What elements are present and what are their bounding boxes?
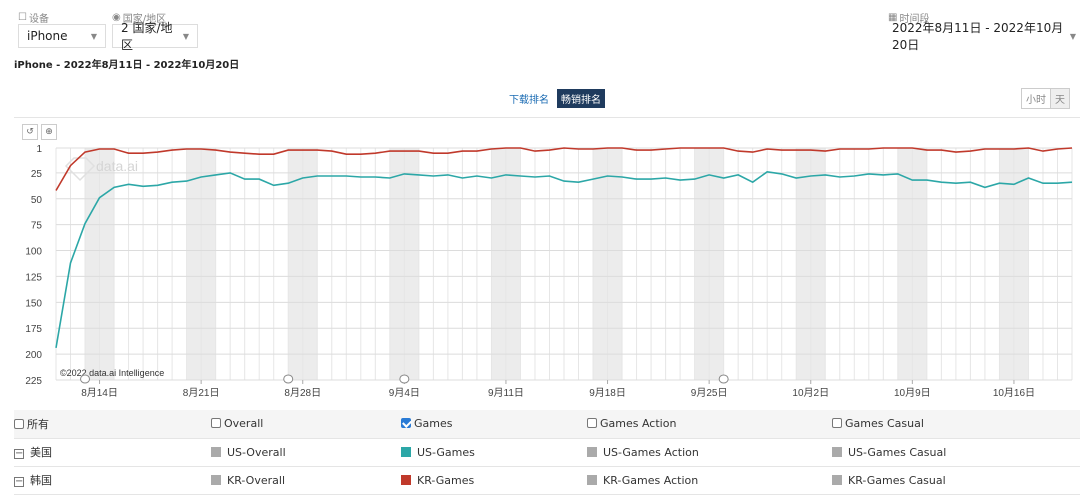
collapse-icon[interactable]: − — [14, 476, 24, 487]
device-select[interactable]: iPhone ▼ — [18, 24, 106, 48]
collapse-icon[interactable]: − — [14, 448, 24, 459]
x-tick-label: 10月9日 — [894, 387, 931, 399]
country-select[interactable]: 2 国家/地区 ▼ — [112, 21, 198, 52]
chevron-down-icon: ▼ — [90, 31, 97, 41]
chart-subtitle: iPhone - 2022年8月11日 - 2022年10月20日 — [14, 60, 240, 71]
rank-toggle: 下载排名 畅销排名 — [505, 89, 605, 108]
x-tick-label: 8月21日 — [183, 387, 220, 399]
reset-zoom-icon[interactable]: ↺ — [22, 124, 38, 140]
country-label: ◉ 国家/地区 — [112, 12, 167, 25]
y-tick-label: 125 — [25, 272, 42, 283]
y-tick-label: 50 — [31, 195, 43, 206]
period-select-value: 2022年8月11日 - 2022年10月20日 — [892, 21, 1064, 52]
y-tick-label: 200 — [25, 350, 42, 361]
divider — [14, 117, 1080, 118]
series-swatch — [832, 446, 842, 457]
zoom-icon[interactable]: ⊕ — [41, 124, 57, 140]
legend-header-row: 所有 Overall Games Games Action Games Casu… — [14, 410, 1080, 439]
globe-icon: ◉ — [112, 12, 121, 23]
legend-games-action-cell[interactable]: Games Action — [587, 410, 832, 439]
period-label: ▦ 时间段 — [888, 12, 930, 25]
chevron-down-icon: ▼ — [182, 31, 189, 41]
x-tick-label: 9月4日 — [389, 387, 420, 399]
legend-item[interactable]: US-Games Casual — [832, 438, 1080, 467]
calendar-icon: ▦ — [888, 12, 898, 23]
x-tick-label: 10月16日 — [993, 387, 1035, 399]
x-tick-label: 8月28日 — [284, 387, 321, 399]
series-legend-table: 所有 Overall Games Games Action Games Casu… — [14, 410, 1080, 495]
legend-item[interactable]: KR-Games Casual — [832, 466, 1080, 495]
legend-item[interactable]: KR-Games — [401, 466, 587, 495]
event-marker-icon — [80, 374, 91, 384]
series-line-us-games — [55, 170, 1073, 349]
legend-games-cell[interactable]: Games — [401, 410, 587, 439]
period-select[interactable]: 2022年8月11日 - 2022年10月20日 ▼ — [888, 21, 1080, 52]
legend-item[interactable]: KR-Overall — [211, 466, 401, 495]
checkbox-icon[interactable] — [587, 418, 597, 429]
legend-all-cell[interactable]: 所有 — [14, 410, 211, 439]
legend-item[interactable]: US-Games — [401, 438, 587, 467]
series-swatch — [587, 446, 597, 457]
event-marker-icon — [283, 374, 294, 384]
y-tick-label: 100 — [25, 247, 42, 258]
device-label: ☐ 设备 — [18, 12, 49, 25]
legend-item[interactable]: KR-Games Action — [587, 466, 832, 495]
x-tick-label: 8月14日 — [81, 387, 118, 399]
checkbox-icon[interactable] — [211, 418, 221, 429]
event-marker-icon — [399, 374, 410, 384]
legend-country-kr[interactable]: − 韩国 — [14, 466, 211, 495]
y-tick-label: 175 — [25, 324, 42, 335]
legend-overall-cell[interactable]: Overall — [211, 410, 401, 439]
series-swatch — [587, 474, 597, 485]
series-swatch — [401, 446, 411, 457]
series-swatch — [211, 446, 221, 457]
legend-row-kr: − 韩国 KR-Overall KR-Games KR-Games Action … — [14, 466, 1080, 495]
grossing-rank-tab[interactable]: 畅销排名 — [557, 89, 605, 108]
y-tick-label: 1 — [36, 144, 42, 155]
series-swatch — [832, 474, 842, 485]
checkbox-icon[interactable] — [14, 418, 24, 429]
y-tick-label: 150 — [25, 298, 42, 309]
download-rank-tab[interactable]: 下载排名 — [509, 95, 549, 106]
x-tick-label: 9月25日 — [691, 387, 728, 399]
device-select-value: iPhone — [27, 29, 68, 43]
legend-games-casual-cell[interactable]: Games Casual — [832, 410, 1080, 439]
device-icon: ☐ — [18, 12, 27, 23]
hour-button[interactable]: 小时 — [1026, 95, 1046, 106]
watermark-logo-icon — [64, 157, 96, 182]
day-button[interactable]: 天 — [1050, 89, 1069, 108]
x-tick-label: 10月2日 — [792, 387, 829, 399]
legend-country-us[interactable]: − 美国 — [14, 438, 211, 467]
time-granularity-toggle: 小时 天 — [1021, 88, 1070, 109]
checked-checkbox-icon[interactable] — [401, 418, 411, 429]
series-line-kr-games — [55, 147, 1073, 191]
legend-item[interactable]: US-Overall — [211, 438, 401, 467]
y-tick-label: 225 — [25, 376, 42, 387]
watermark-text: data.ai — [96, 158, 138, 174]
legend-item[interactable]: US-Games Action — [587, 438, 832, 467]
y-tick-label: 25 — [31, 169, 43, 180]
series-swatch — [401, 474, 411, 485]
legend-row-us: − 美国 US-Overall US-Games US-Games Action … — [14, 438, 1080, 467]
event-marker-icon — [718, 374, 729, 384]
y-tick-label: 75 — [31, 221, 43, 232]
x-tick-label: 9月18日 — [589, 387, 626, 399]
chevron-down-icon: ▼ — [1069, 31, 1076, 41]
series-swatch — [211, 474, 221, 485]
country-select-value: 2 国家/地区 — [121, 21, 173, 52]
x-tick-label: 9月11日 — [488, 387, 524, 399]
checkbox-icon[interactable] — [832, 418, 842, 429]
copyright-text: ©2022 data.ai Intelligence — [60, 368, 164, 378]
